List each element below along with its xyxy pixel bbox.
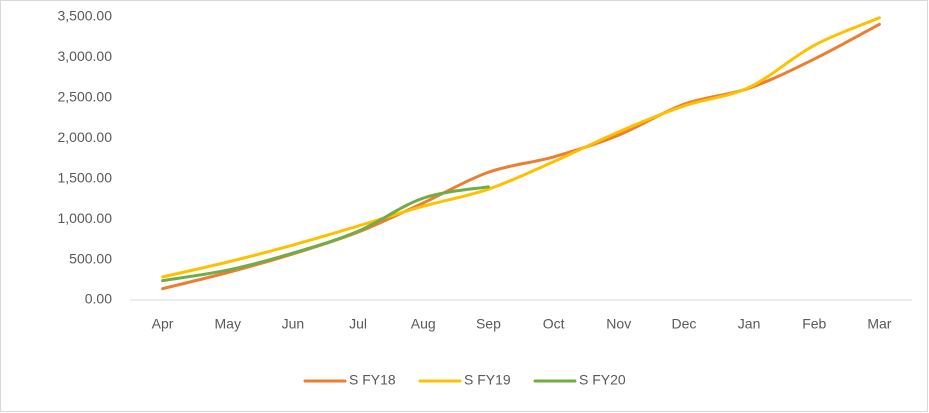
x-tick-label: Apr <box>152 316 174 332</box>
x-tick-label: Jan <box>738 316 761 332</box>
y-tick-label: 0.00 <box>85 291 112 307</box>
series-line <box>161 185 490 283</box>
x-tick-label: Mar <box>867 316 891 332</box>
x-tick-label: Nov <box>606 316 631 332</box>
y-tick-label: 3,500.00 <box>58 8 113 24</box>
x-tick-label: Jul <box>349 316 367 332</box>
y-tick-label: 2,500.00 <box>58 89 113 105</box>
series-line <box>161 16 881 279</box>
legend-label: S FY20 <box>579 372 626 388</box>
x-tick-label: Oct <box>543 316 565 332</box>
y-tick-label: 500.00 <box>69 250 112 266</box>
y-tick-label: 1,000.00 <box>58 210 113 226</box>
y-tick-label: 2,000.00 <box>58 129 113 145</box>
legend-label: S FY18 <box>349 372 396 388</box>
y-tick-label: 3,000.00 <box>58 48 113 64</box>
x-tick-label: Dec <box>671 316 696 332</box>
legend-label: S FY19 <box>464 372 511 388</box>
x-tick-label: May <box>215 316 241 332</box>
y-tick-label: 1,500.00 <box>58 169 113 185</box>
x-tick-label: Feb <box>802 316 826 332</box>
x-tick-label: Sep <box>476 316 501 332</box>
x-tick-label: Aug <box>411 316 436 332</box>
x-tick-label: Jun <box>282 316 305 332</box>
